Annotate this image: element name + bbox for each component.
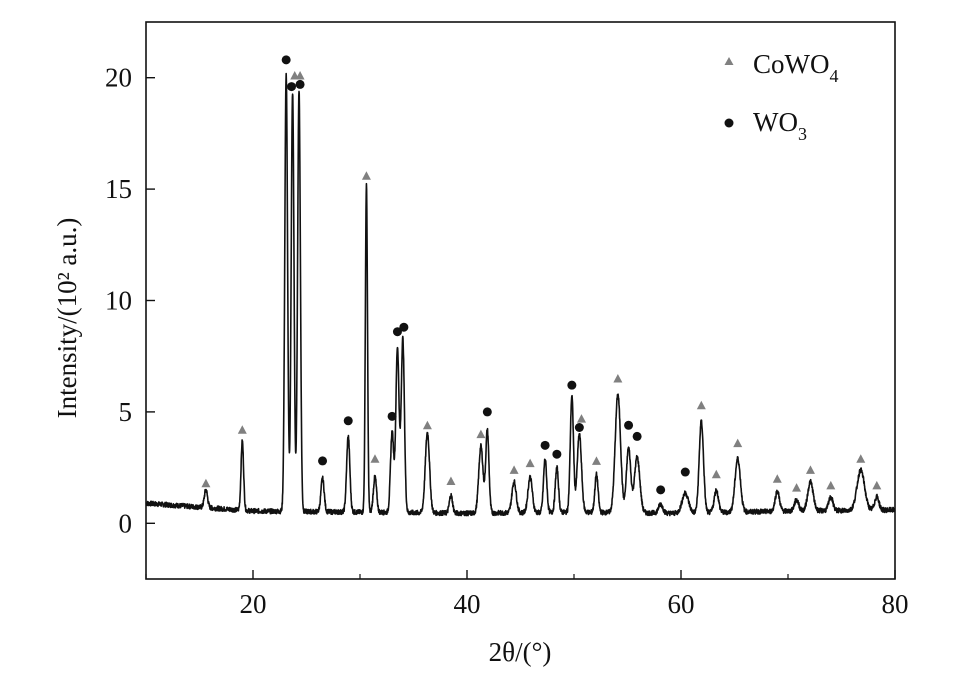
y-axis-title: Intensity/(10² a.u.) [52, 218, 82, 419]
plot-area [145, 21, 896, 580]
cowo4-marker [696, 400, 706, 410]
x-axis-ticks: 20 40 60 80 [145, 570, 909, 619]
legend-label-cowo4: CoWO4 [753, 49, 839, 86]
y-axis-ticks: 0 5 10 15 20 [105, 63, 155, 538]
cowo4-marker [295, 70, 305, 80]
cowo4-marker [826, 480, 836, 490]
wo3-marker [552, 449, 562, 459]
wo3-marker [540, 440, 550, 450]
cowo4-marker [509, 465, 519, 474]
cowo4-marker [711, 469, 721, 479]
cowo4-marker [576, 414, 586, 423]
cowo4-marker [201, 478, 211, 488]
wo3-marker [387, 411, 397, 421]
x-tick-label: 20 [240, 589, 267, 619]
legend-marker-circle [724, 118, 734, 128]
cowo4-marker [370, 454, 380, 463]
cowo4-marker [525, 458, 535, 468]
legend: CoWO4 WO3 [724, 49, 839, 144]
xrd-curve-group [145, 72, 896, 517]
cowo4-marker [591, 456, 601, 465]
wo3-marker [392, 327, 402, 337]
cowo4-marker [733, 438, 743, 448]
cowo4-marker [476, 429, 486, 439]
y-tick-label: 5 [119, 397, 133, 427]
wo3-marker [656, 485, 666, 495]
wo3-marker [281, 55, 291, 65]
cowo4-marker [772, 474, 782, 483]
y-tick-label: 15 [105, 174, 132, 204]
x-axis-title: 2θ/(°) [489, 637, 552, 667]
cowo4-marker [805, 465, 815, 474]
wo3-marker [624, 420, 634, 430]
x-tick-label: 60 [668, 589, 695, 619]
cowo4-marker [872, 480, 882, 490]
y-tick-label: 20 [105, 63, 132, 93]
cowo4-marker [361, 171, 371, 180]
wo3-marker [295, 79, 305, 89]
y-tick-label: 0 [119, 508, 133, 538]
phase-markers [201, 55, 882, 495]
y-tick-label: 10 [105, 286, 132, 316]
plot-frame [145, 21, 896, 580]
cowo4-marker [856, 454, 866, 463]
x-tick-label: 80 [882, 589, 909, 619]
cowo4-marker [237, 425, 247, 434]
legend-marker-triangle [724, 57, 734, 65]
wo3-marker [399, 322, 409, 332]
cowo4-marker [613, 373, 623, 383]
wo3-marker [343, 416, 353, 426]
cowo4-marker [792, 483, 802, 492]
wo3-marker [632, 431, 642, 441]
wo3-marker [482, 407, 492, 417]
wo3-marker [680, 467, 690, 477]
wo3-marker [318, 456, 328, 466]
xrd-curve [145, 72, 896, 517]
cowo4-marker [446, 476, 456, 485]
x-tick-label: 40 [454, 589, 481, 619]
wo3-marker [567, 380, 577, 390]
wo3-marker [574, 422, 584, 432]
legend-label-wo3: WO3 [753, 107, 807, 144]
wo3-marker [287, 82, 297, 92]
cowo4-marker [422, 420, 432, 430]
